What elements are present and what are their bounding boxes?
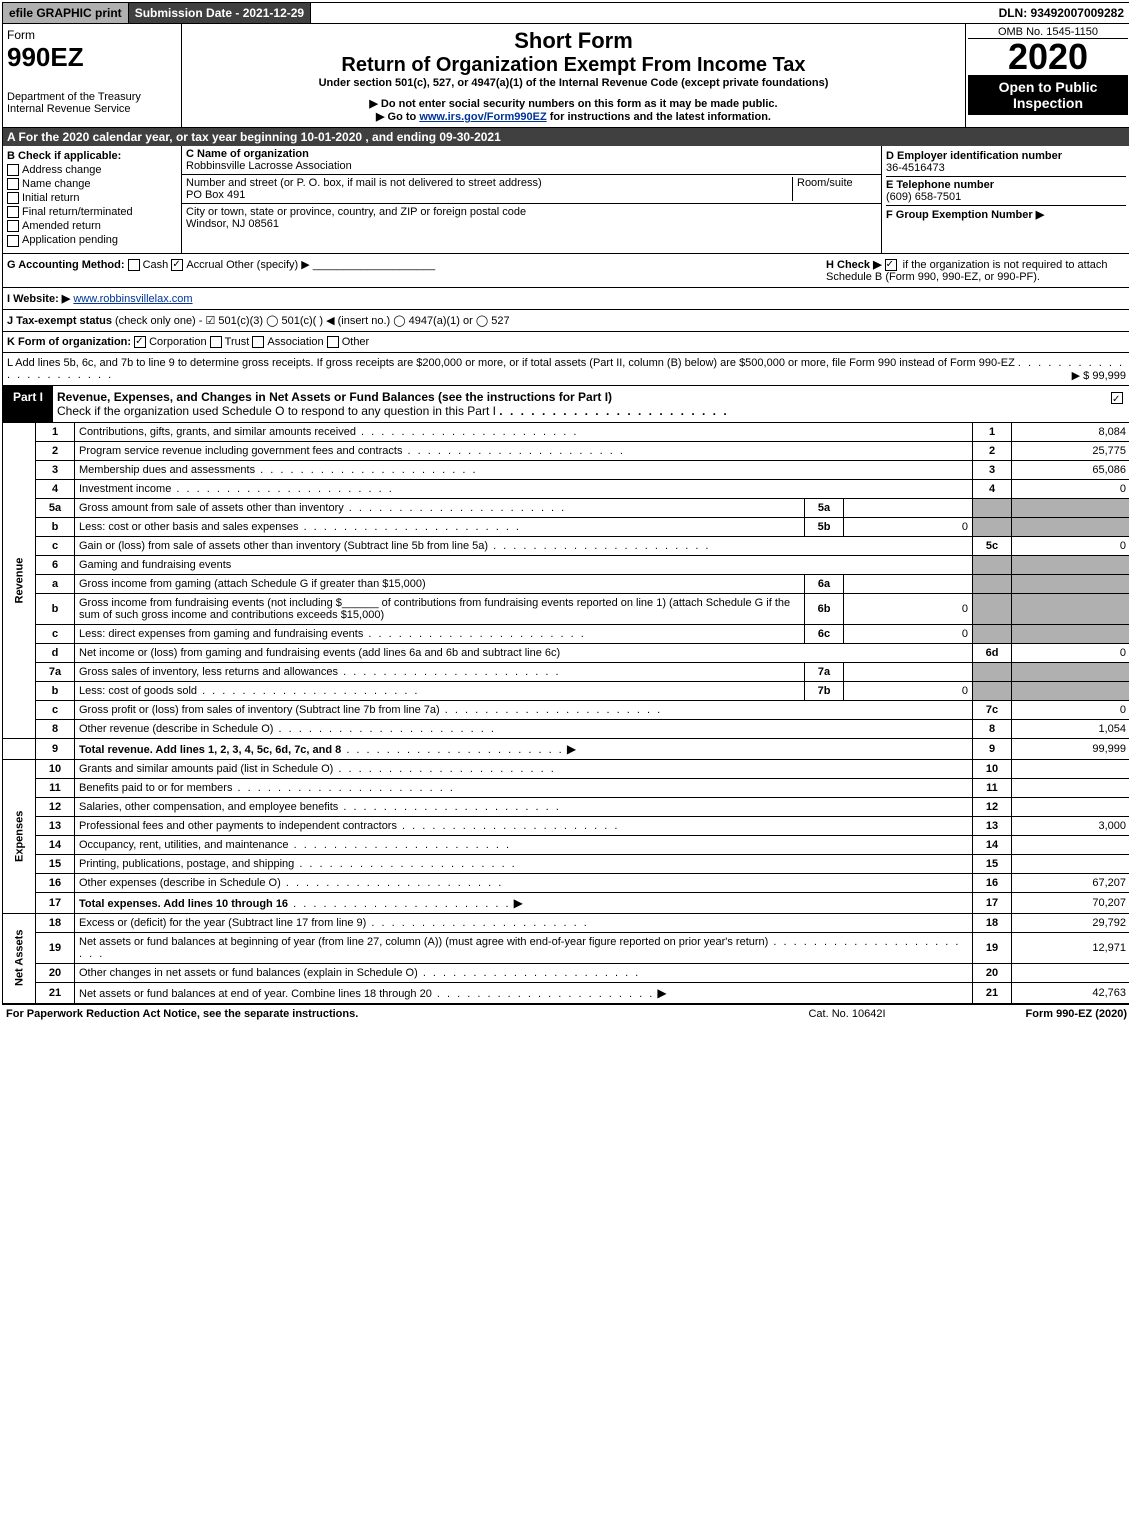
- irs: Internal Revenue Service: [7, 103, 177, 115]
- form-label: Form: [7, 28, 177, 42]
- ein-label: D Employer identification number: [886, 150, 1126, 162]
- k-label: K Form of organization:: [7, 336, 131, 348]
- netassets-label: Net Assets: [3, 913, 36, 1003]
- efile-link[interactable]: efile GRAPHIC print: [3, 3, 129, 23]
- form-header: Form 990EZ Department of the Treasury In…: [2, 24, 1129, 128]
- ein-value: 36-4516473: [886, 162, 1126, 174]
- part-1-header: Part I Revenue, Expenses, and Changes in…: [2, 386, 1129, 423]
- org-name: Robbinsville Lacrosse Association: [186, 160, 877, 172]
- l-text: L Add lines 5b, 6c, and 7b to line 9 to …: [7, 357, 1015, 369]
- col-b-checkboxes: B Check if applicable: Address change Na…: [3, 146, 182, 253]
- tel-value: (609) 658-7501: [886, 191, 1126, 203]
- j-label: J Tax-exempt status: [7, 315, 112, 327]
- dept-treasury: Department of the Treasury: [7, 91, 177, 103]
- checkbox-cash[interactable]: [128, 259, 140, 271]
- checkbox-part1-scho[interactable]: [1111, 392, 1123, 404]
- under-section: Under section 501(c), 527, or 4947(a)(1)…: [186, 77, 961, 89]
- checkbox-accrual[interactable]: [171, 259, 183, 271]
- revenue-label: Revenue: [3, 423, 36, 739]
- bullet-goto: ▶ Go to www.irs.gov/Form990EZ for instru…: [186, 110, 961, 123]
- lines-table: Revenue 1Contributions, gifts, grants, a…: [2, 423, 1129, 1004]
- addr-label: Number and street (or P. O. box, if mail…: [186, 177, 792, 189]
- submission-date: Submission Date - 2021-12-29: [129, 3, 311, 23]
- tax-year: 2020: [968, 39, 1128, 75]
- expenses-label: Expenses: [3, 759, 36, 913]
- row-k: K Form of organization: Corporation Trus…: [2, 332, 1129, 353]
- footer-right: Form 990-EZ (2020): [947, 1008, 1127, 1020]
- checkbox-h[interactable]: [885, 259, 897, 271]
- b-header: B Check if applicable:: [7, 150, 177, 162]
- row-j: J Tax-exempt status (check only one) - ☑…: [2, 310, 1129, 332]
- g-label: G Accounting Method:: [7, 259, 125, 271]
- checkbox-other[interactable]: [327, 336, 339, 348]
- group-label: F Group Exemption Number ▶: [886, 205, 1126, 221]
- short-form-title: Short Form: [186, 28, 961, 54]
- return-title: Return of Organization Exempt From Incom…: [186, 54, 961, 77]
- checkbox-corp[interactable]: [134, 336, 146, 348]
- open-public: Open to Public Inspection: [968, 75, 1128, 115]
- j-text: (check only one) - ☑ 501(c)(3) ◯ 501(c)(…: [115, 315, 510, 327]
- org-address: PO Box 491: [186, 189, 792, 201]
- section-a-period: A For the 2020 calendar year, or tax yea…: [2, 128, 1129, 146]
- website-link[interactable]: www.robbinsvillelax.com: [73, 293, 192, 305]
- top-bar: efile GRAPHIC print Submission Date - 20…: [2, 2, 1129, 24]
- row-l: L Add lines 5b, 6c, and 7b to line 9 to …: [2, 353, 1129, 386]
- tel-label: E Telephone number: [886, 176, 1126, 191]
- checkbox-amended[interactable]: [7, 220, 19, 232]
- part-1-check-text: Check if the organization used Schedule …: [57, 404, 496, 418]
- footer-left: For Paperwork Reduction Act Notice, see …: [6, 1008, 747, 1020]
- part-1-label: Part I: [3, 386, 53, 422]
- l-amount: ▶ $ 99,999: [1072, 369, 1126, 382]
- footer: For Paperwork Reduction Act Notice, see …: [2, 1004, 1129, 1023]
- col-c-org: C Name of organization Robbinsville Lacr…: [182, 146, 882, 253]
- city-label: City or town, state or province, country…: [186, 206, 877, 218]
- checkbox-pending[interactable]: [7, 235, 19, 247]
- org-info-row: B Check if applicable: Address change Na…: [2, 146, 1129, 254]
- h-label: H Check ▶: [826, 259, 882, 271]
- row-g: G Accounting Method: Cash Accrual Other …: [2, 254, 1129, 288]
- col-d-info: D Employer identification number 36-4516…: [882, 146, 1129, 253]
- checkbox-assoc[interactable]: [252, 336, 264, 348]
- irs-link[interactable]: www.irs.gov/Form990EZ: [419, 111, 546, 123]
- footer-cat: Cat. No. 10642I: [747, 1008, 947, 1020]
- part-1-title: Revenue, Expenses, and Changes in Net As…: [53, 386, 1107, 422]
- org-name-label: C Name of organization: [186, 148, 877, 160]
- row-i: I Website: ▶ www.robbinsvillelax.com: [2, 288, 1129, 310]
- checkbox-name[interactable]: [7, 178, 19, 190]
- org-city: Windsor, NJ 08561: [186, 218, 877, 230]
- checkbox-address[interactable]: [7, 164, 19, 176]
- dln: DLN: 93492007009282: [993, 3, 1129, 23]
- checkbox-initial[interactable]: [7, 192, 19, 204]
- i-label: I Website: ▶: [7, 293, 70, 305]
- bullet-ssn: ▶ Do not enter social security numbers o…: [186, 97, 961, 110]
- room-suite-label: Room/suite: [792, 177, 877, 201]
- checkbox-trust[interactable]: [210, 336, 222, 348]
- form-number: 990EZ: [7, 42, 177, 73]
- checkbox-final[interactable]: [7, 206, 19, 218]
